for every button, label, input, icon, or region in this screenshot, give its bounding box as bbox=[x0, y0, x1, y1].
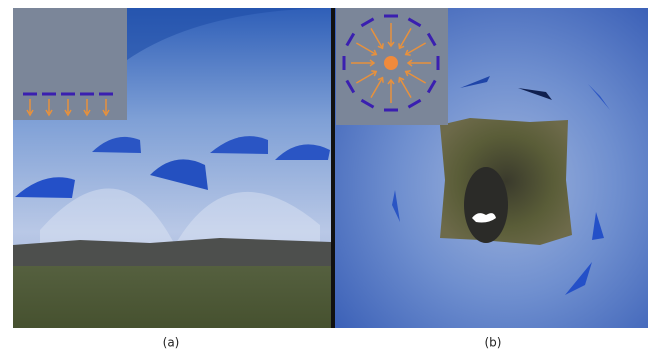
mound bbox=[464, 167, 508, 243]
ground bbox=[13, 266, 331, 328]
divider bbox=[331, 8, 335, 328]
hills bbox=[13, 238, 331, 268]
panel-a bbox=[13, 8, 331, 328]
island bbox=[440, 118, 572, 245]
figure: (a) (b) bbox=[0, 0, 660, 351]
panel-b bbox=[335, 8, 648, 328]
source bbox=[384, 56, 398, 70]
page: (a) (b) (() => { const data = JSON.parse… bbox=[0, 0, 660, 351]
caption: (a) bbox=[163, 336, 180, 350]
caption: (b) bbox=[485, 336, 502, 350]
